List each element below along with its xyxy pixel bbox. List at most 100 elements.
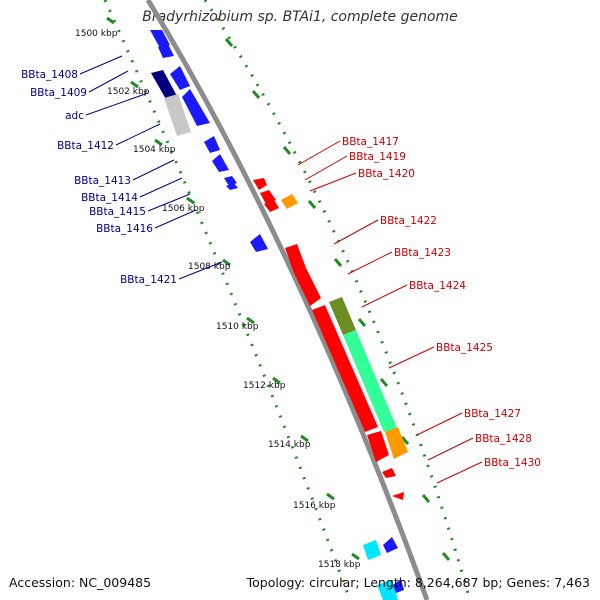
inner-major-tick — [222, 258, 231, 267]
left-gene-label: BBta_1409 — [30, 87, 87, 99]
right-gene-label: BBta_1428 — [475, 433, 532, 445]
gene-block — [382, 468, 396, 478]
inner-major-tick — [300, 434, 309, 443]
left-gene-label: BBta_1416 — [96, 223, 153, 235]
right-gene-label: BBta_1430 — [484, 457, 541, 469]
gene-block — [281, 194, 298, 209]
position-label: 1516 kbp — [293, 501, 336, 511]
gene-block — [385, 427, 408, 459]
left-leader-line — [79, 55, 123, 75]
right-leader-line — [297, 140, 341, 166]
gene-block — [204, 136, 220, 153]
gene-block — [170, 66, 190, 90]
left-leader-line — [132, 159, 175, 181]
position-label: 1502 kbp — [107, 87, 150, 97]
gene-block — [294, 268, 321, 306]
left-gene-label: BBta_1412 — [57, 140, 114, 152]
gene-block — [377, 580, 398, 600]
inner-major-tick — [154, 138, 163, 147]
position-label: 1512 kbp — [243, 381, 286, 391]
left-leader-line — [115, 123, 161, 146]
gene-block — [212, 154, 229, 172]
gene-block — [383, 537, 398, 553]
inner-major-tick — [272, 376, 281, 385]
inner-major-tick — [130, 80, 139, 89]
outer-major-tick — [357, 318, 367, 327]
right-leader-line — [361, 284, 408, 308]
position-label: 1514 kbp — [268, 440, 311, 450]
gene-block — [329, 297, 356, 335]
gene-block — [158, 44, 174, 58]
right-gene-label: BBta_1422 — [380, 215, 437, 227]
gene-layer — [150, 30, 408, 600]
left-gene-label: BBta_1421 — [120, 274, 177, 286]
gene-block — [182, 89, 210, 126]
left-leader-line — [154, 209, 197, 229]
outer-major-tick — [441, 552, 451, 561]
left-leader-line — [88, 70, 129, 93]
outer-major-tick — [400, 436, 410, 445]
right-leader-line — [333, 219, 379, 245]
gene-block — [312, 305, 378, 432]
gene-block — [363, 540, 381, 560]
gene-block — [285, 244, 306, 273]
right-gene-label: BBta_1420 — [358, 168, 415, 180]
right-gene-label: BBta_1425 — [436, 342, 493, 354]
gene-block — [226, 183, 238, 190]
topology-text: Topology: circular; Length: 8,264,687 bp… — [246, 575, 590, 590]
position-label: 1518 kbp — [318, 560, 361, 570]
gene-block — [393, 579, 404, 593]
gene-block — [367, 431, 389, 462]
outer-major-tick — [251, 90, 261, 99]
position-label: 1500 kbp — [75, 29, 118, 39]
right-gene-label: BBta_1427 — [464, 408, 521, 420]
position-label: 1504 kbp — [133, 145, 176, 155]
right-leader-line — [347, 251, 393, 275]
inner-major-tick — [351, 552, 360, 561]
position-label: 1510 kbp — [216, 322, 259, 332]
outer-major-tick — [224, 38, 234, 47]
inner-major-tick — [106, 16, 115, 25]
gene-block — [164, 94, 191, 136]
gene-block — [260, 190, 276, 204]
inner-major-tick — [326, 492, 335, 501]
backbone-line — [145, 0, 430, 600]
gene-block — [150, 30, 170, 48]
left-gene-label: BBta_1413 — [74, 175, 131, 187]
right-gene-label: BBta_1424 — [409, 280, 466, 292]
left-gene-label: BBta_1414 — [81, 192, 138, 204]
right-gene-label: BBta_1417 — [342, 136, 399, 148]
left-gene-label: BBta_1408 — [21, 69, 78, 81]
backbone-layer — [145, 0, 430, 600]
right-leader-line — [309, 172, 357, 192]
right-leader-line — [388, 346, 435, 369]
gene-block — [253, 178, 267, 190]
right-gene-label: BBta_1423 — [394, 247, 451, 259]
gene-block — [250, 234, 268, 252]
leader-line-layer — [79, 55, 483, 484]
outer-major-tick — [282, 146, 292, 155]
left-leader-line — [178, 261, 223, 280]
accession-text: Accession: NC_009485 — [9, 575, 152, 590]
right-leader-line — [436, 461, 483, 484]
right-leader-line — [427, 437, 474, 461]
left-gene-label: adc — [65, 110, 84, 122]
left-leader-line — [147, 193, 191, 212]
outer-major-tick — [333, 258, 343, 267]
genome-title: Bradyrhizobium sp. BTAi1, complete genom… — [142, 9, 458, 25]
inner-major-tick — [186, 196, 195, 205]
right-gene-label: BBta_1419 — [349, 151, 406, 163]
position-label: 1506 kbp — [162, 204, 205, 214]
right-leader-line — [416, 412, 463, 436]
outer-major-tick — [307, 200, 317, 209]
left-gene-label: BBta_1415 — [89, 206, 146, 218]
gene-block — [151, 70, 178, 101]
gene-block — [392, 492, 404, 500]
gene-block — [343, 330, 397, 432]
outer-major-tick — [379, 378, 389, 387]
outer-major-tick — [421, 494, 431, 503]
tick-layer — [103, 0, 472, 600]
right-leader-line — [304, 155, 348, 181]
left-leader-line — [85, 92, 149, 116]
